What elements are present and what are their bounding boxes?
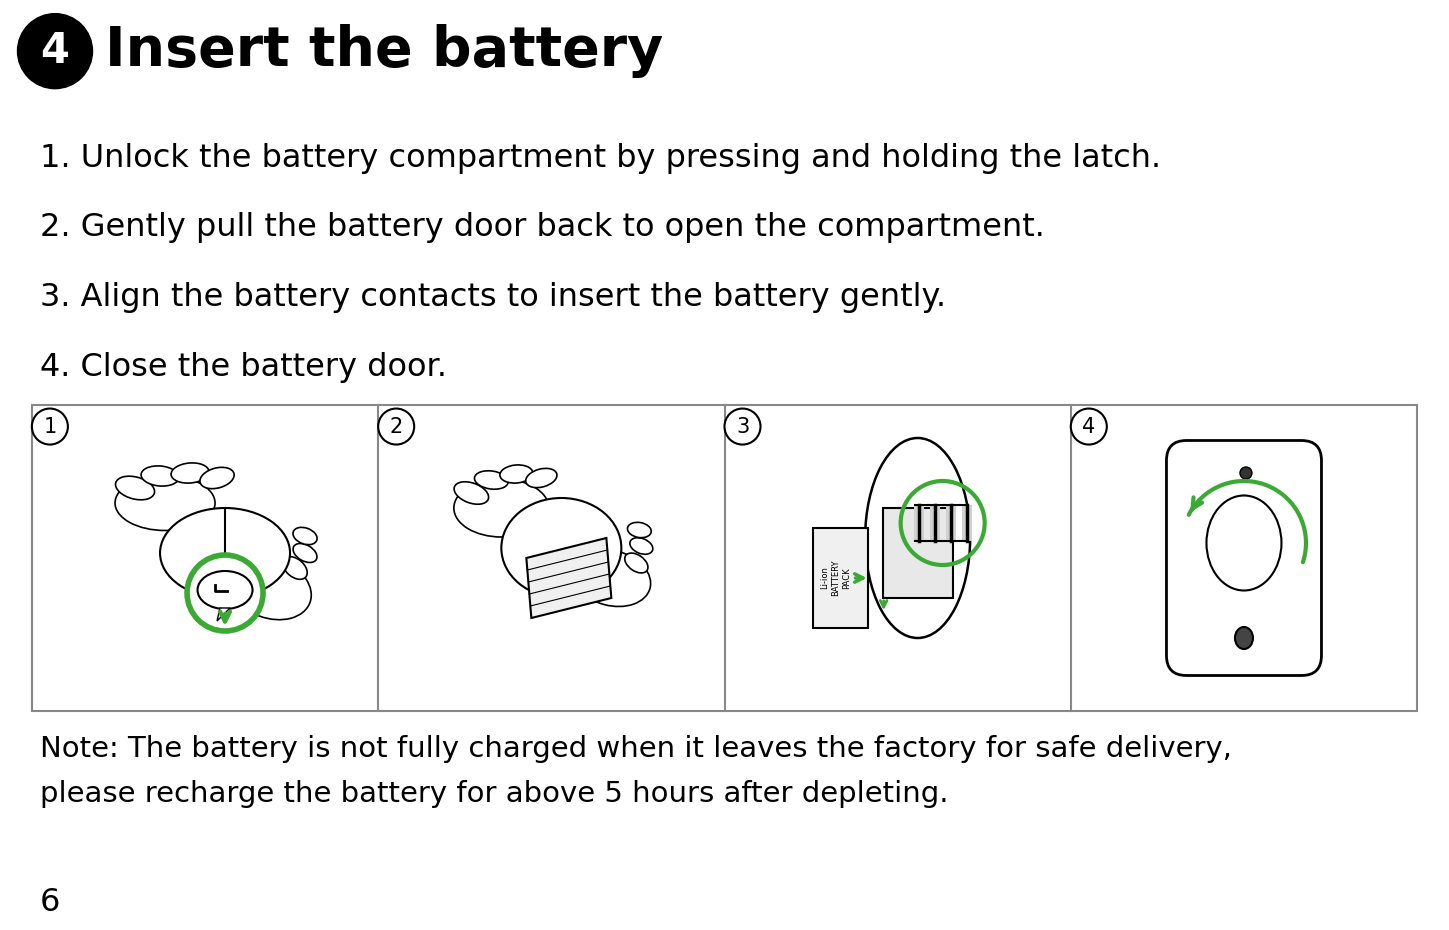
- Ellipse shape: [17, 14, 93, 88]
- Polygon shape: [217, 608, 230, 621]
- Text: Note: The battery is not fully charged when it leaves the factory for safe deliv: Note: The battery is not fully charged w…: [41, 735, 1232, 808]
- Circle shape: [32, 408, 68, 445]
- Text: 2. Gently pull the battery door back to open the compartment.: 2. Gently pull the battery door back to …: [41, 212, 1045, 244]
- Ellipse shape: [229, 556, 312, 619]
- Ellipse shape: [526, 469, 556, 487]
- Ellipse shape: [865, 438, 971, 638]
- Ellipse shape: [171, 463, 209, 483]
- Text: Li-ion
BATTERY
PACK: Li-ion BATTERY PACK: [820, 560, 851, 596]
- Bar: [914, 505, 923, 541]
- Text: 3: 3: [736, 417, 749, 436]
- Bar: [930, 505, 939, 541]
- Text: 1: 1: [43, 417, 57, 436]
- Ellipse shape: [474, 471, 509, 489]
- Circle shape: [378, 408, 414, 445]
- Ellipse shape: [293, 543, 317, 563]
- Circle shape: [1240, 467, 1252, 479]
- Ellipse shape: [500, 465, 533, 483]
- Ellipse shape: [159, 508, 290, 598]
- Text: 4: 4: [41, 30, 70, 73]
- FancyBboxPatch shape: [1166, 441, 1321, 675]
- Text: 4. Close the battery door.: 4. Close the battery door.: [41, 352, 446, 383]
- Text: 6: 6: [41, 886, 61, 918]
- Ellipse shape: [454, 479, 549, 537]
- Circle shape: [187, 555, 264, 631]
- Bar: [946, 505, 956, 541]
- Ellipse shape: [1207, 496, 1281, 591]
- Polygon shape: [526, 538, 611, 618]
- Ellipse shape: [572, 550, 651, 606]
- Bar: [813, 528, 868, 628]
- Ellipse shape: [627, 523, 651, 538]
- Ellipse shape: [116, 476, 155, 499]
- Bar: [882, 508, 952, 598]
- Circle shape: [724, 408, 761, 445]
- Ellipse shape: [197, 571, 252, 609]
- Text: 4: 4: [1082, 417, 1095, 436]
- Ellipse shape: [141, 466, 180, 486]
- Text: 2: 2: [390, 417, 403, 436]
- Ellipse shape: [283, 557, 307, 579]
- Ellipse shape: [1235, 627, 1253, 649]
- Ellipse shape: [200, 468, 235, 488]
- Ellipse shape: [293, 527, 317, 545]
- Bar: [962, 505, 972, 541]
- Circle shape: [1071, 408, 1107, 445]
- Ellipse shape: [630, 538, 653, 554]
- Bar: [32, 405, 1417, 711]
- Ellipse shape: [501, 498, 622, 598]
- Text: 3. Align the battery contacts to insert the battery gently.: 3. Align the battery contacts to insert …: [41, 282, 946, 313]
- Text: Insert the battery: Insert the battery: [104, 24, 664, 78]
- Ellipse shape: [114, 475, 214, 530]
- Text: 1. Unlock the battery compartment by pressing and holding the latch.: 1. Unlock the battery compartment by pre…: [41, 142, 1161, 174]
- Ellipse shape: [454, 482, 488, 504]
- Ellipse shape: [625, 553, 648, 573]
